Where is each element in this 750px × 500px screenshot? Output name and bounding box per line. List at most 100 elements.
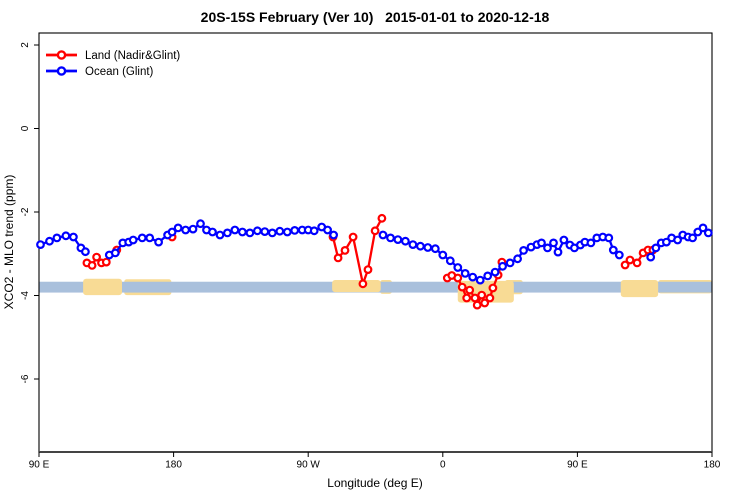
shaded-region bbox=[620, 280, 659, 298]
shaded-region bbox=[332, 280, 381, 293]
ocean-series-point bbox=[80, 247, 90, 257]
ocean-series-point bbox=[490, 267, 500, 277]
ocean-series-point bbox=[237, 227, 247, 237]
ocean-series-point bbox=[453, 263, 463, 272]
ocean-series-point bbox=[173, 223, 183, 233]
ocean-series-point bbox=[586, 238, 596, 248]
ocean-series-point bbox=[329, 230, 339, 240]
axis-ticks: 90 E 180 90 W 0 90 E 180 2 0 -2 -4 -6 bbox=[20, 42, 721, 471]
x-tick-label: 180 bbox=[704, 460, 721, 471]
ocean-series-point bbox=[167, 227, 177, 237]
ocean-series-point bbox=[698, 223, 708, 233]
land-series-point bbox=[377, 213, 387, 223]
ocean-series-point bbox=[445, 256, 455, 266]
ocean-series-point bbox=[505, 258, 515, 268]
ocean-series-point bbox=[543, 243, 552, 253]
ocean-series-point bbox=[68, 232, 78, 242]
y-axis-title: XCO2 - MLO trend (ppm) bbox=[2, 175, 16, 310]
ocean-series-point bbox=[416, 241, 425, 251]
land-series-point bbox=[477, 290, 487, 300]
land-series-point bbox=[87, 261, 97, 270]
land-series-point bbox=[92, 252, 101, 262]
ocean-series-point bbox=[137, 233, 147, 243]
land-series-point bbox=[625, 255, 635, 265]
ocean-series-point bbox=[222, 228, 232, 238]
y-tick-label: -6 bbox=[20, 374, 31, 383]
ocean-series-point bbox=[475, 275, 485, 285]
ocean-series-point bbox=[252, 226, 262, 236]
ocean-series-point bbox=[230, 225, 240, 235]
ocean-series-point bbox=[282, 227, 292, 237]
ocean-series-point bbox=[559, 235, 569, 245]
land-series-point bbox=[101, 257, 111, 267]
ocean-series-point bbox=[260, 227, 270, 237]
ocean-series-point bbox=[290, 225, 300, 235]
ocean-series-point bbox=[196, 219, 205, 229]
land-series-point bbox=[358, 279, 368, 289]
ocean-series-point bbox=[408, 240, 418, 250]
y-tick-label: -4 bbox=[20, 291, 31, 300]
ocean-series-point bbox=[378, 230, 388, 240]
ocean-series-point bbox=[128, 235, 138, 245]
ocean-series-point bbox=[537, 238, 546, 248]
ocean-series-point bbox=[154, 237, 164, 247]
ocean-series-point bbox=[646, 252, 656, 262]
x-tick-label: 90 W bbox=[297, 460, 321, 471]
land-series-point bbox=[363, 265, 373, 275]
legend-label-ocean: Ocean (Glint) bbox=[85, 66, 154, 78]
land-marker-icon bbox=[56, 50, 67, 60]
ocean-series-point bbox=[309, 226, 319, 236]
chart-title: 20S-15S February (Ver 10) 2015-01-01 to … bbox=[201, 9, 550, 25]
land-series-point bbox=[457, 282, 467, 292]
ocean-series-point bbox=[323, 225, 333, 235]
ocean-series-point bbox=[188, 224, 198, 234]
ocean-series-point bbox=[498, 261, 508, 271]
ocean-series-point bbox=[549, 238, 558, 248]
ocean-series-point bbox=[45, 236, 54, 246]
y-tick-label: -2 bbox=[20, 207, 31, 216]
land-series-point bbox=[488, 283, 498, 293]
land-series-point bbox=[333, 253, 343, 263]
land-series-point bbox=[340, 245, 350, 255]
ocean-series-point bbox=[208, 227, 217, 237]
ocean-series-point bbox=[52, 233, 62, 243]
ocean-series-point bbox=[703, 228, 713, 238]
ocean-series-point bbox=[438, 250, 448, 260]
ocean-series-point bbox=[513, 254, 522, 264]
legend-item-ocean: Ocean (Glint) bbox=[46, 66, 154, 78]
land-series-point bbox=[620, 260, 630, 270]
land-series-point bbox=[453, 273, 463, 283]
ocean-series-point bbox=[386, 233, 395, 243]
land-series-point bbox=[370, 226, 380, 236]
ocean-series-point bbox=[275, 226, 285, 236]
x-axis-title: Longitude (deg E) bbox=[327, 476, 422, 490]
shaded-region bbox=[83, 278, 123, 296]
land-series-point bbox=[470, 293, 480, 303]
ocean-series-point bbox=[110, 248, 120, 258]
x-tick-label: 90 E bbox=[567, 460, 588, 471]
ocean-series-point bbox=[483, 271, 493, 281]
ocean-series-point bbox=[553, 247, 563, 257]
legend: Land (Nadir&Glint) Ocean (Glint) bbox=[46, 50, 180, 78]
ocean-series-point bbox=[181, 225, 191, 235]
ocean-series-point bbox=[673, 235, 682, 245]
land-series bbox=[82, 213, 658, 310]
x-tick-label: 0 bbox=[440, 460, 446, 471]
ocean-series-point bbox=[614, 250, 624, 260]
ocean-series-point bbox=[519, 245, 528, 255]
legend-label-land: Land (Nadir&Glint) bbox=[85, 50, 180, 62]
ocean-series-point bbox=[267, 228, 277, 238]
ocean-series-point bbox=[61, 231, 71, 241]
ocean-series-point bbox=[430, 244, 440, 254]
ocean-series-point bbox=[245, 228, 255, 238]
ocean-series-point bbox=[688, 233, 697, 243]
ocean-series-point bbox=[608, 245, 618, 255]
ocean-series-point bbox=[460, 269, 470, 278]
ocean-series-point bbox=[215, 230, 225, 240]
land-series-point bbox=[348, 232, 358, 242]
land-series-point bbox=[472, 300, 482, 310]
land-series-point bbox=[480, 298, 490, 308]
ocean-series-point bbox=[604, 233, 614, 243]
land-series-point bbox=[485, 293, 495, 303]
